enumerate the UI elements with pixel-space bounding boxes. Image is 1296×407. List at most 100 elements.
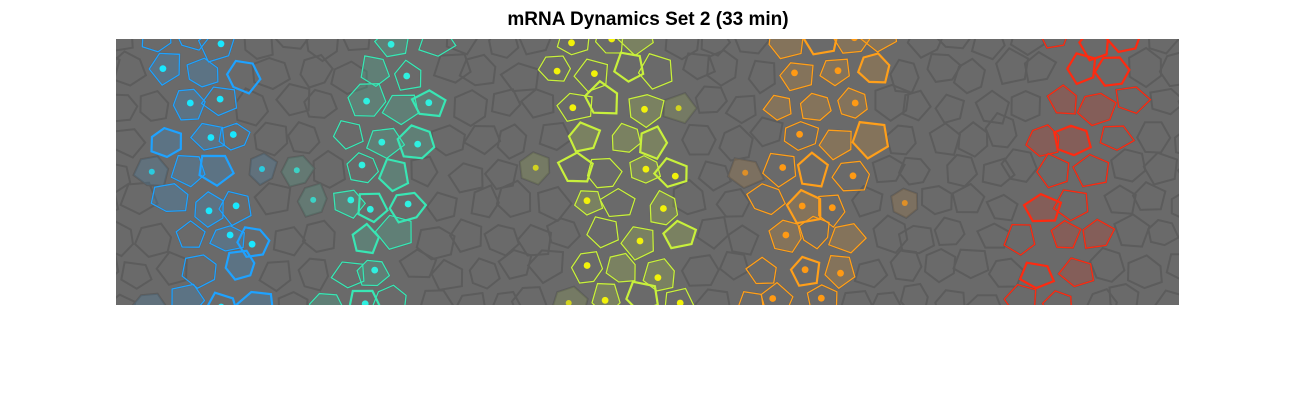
cell-outline [119, 181, 159, 216]
stripe-cell-outline [605, 252, 636, 283]
transcription-spot [207, 134, 215, 141]
stripe-cell-outline [225, 59, 262, 95]
cell-outline [1110, 148, 1147, 183]
cell-outline [952, 248, 990, 280]
stripe-cell-outline [1053, 124, 1093, 157]
stripe-cell-outline [393, 59, 422, 91]
stripe-cell-outline [637, 52, 673, 90]
stripe-cell-outline [833, 39, 871, 54]
cell-outline [724, 94, 757, 125]
stripe-cell-outline [745, 256, 777, 285]
cell-outline [1158, 51, 1179, 88]
stripe-cell-outline [802, 39, 838, 56]
stripe-cell-outline [365, 127, 406, 160]
transcription-spot [796, 130, 803, 138]
stripe-cell-outline [332, 189, 367, 220]
stripe-cell-outline [1050, 219, 1082, 249]
transcription-spot [676, 299, 684, 305]
stripe-cell-outline [150, 183, 189, 213]
stripe-cell-outline [1052, 189, 1089, 222]
cell-outline [902, 89, 932, 122]
transcription-spot [387, 40, 395, 48]
stripe-cell-outline [224, 249, 256, 281]
cell-outline [425, 191, 458, 222]
cell-outline [155, 250, 188, 286]
stripe-cell-outline [556, 151, 594, 183]
cell-outline [890, 187, 919, 220]
cell-outline [871, 291, 902, 305]
cell-outline [672, 178, 707, 216]
cell-outline [488, 39, 520, 59]
cell-outline [258, 260, 292, 293]
cell-outline [1142, 151, 1179, 186]
transcription-spot [205, 207, 213, 215]
transcription-spot [660, 205, 667, 212]
cell-outline [951, 182, 986, 214]
cell-outline [1002, 223, 1036, 257]
cell-outline [957, 121, 989, 158]
transcription-spot [425, 99, 433, 107]
transcription-spot [218, 303, 224, 305]
cell-outline [131, 292, 167, 305]
stripe-cell-outline [789, 255, 821, 287]
cell-outline [970, 39, 1006, 61]
cell-outline [301, 219, 336, 253]
cell-outline [974, 89, 1011, 125]
cell-outline [761, 152, 797, 189]
transcription-spot [782, 231, 790, 239]
transcription-spot [229, 131, 237, 138]
transcription-spot [361, 300, 369, 305]
stripe-cell-outline [236, 226, 271, 258]
stripe-cell-outline [620, 226, 654, 261]
stripe-cell-outline [779, 62, 814, 92]
transcription-spot [259, 166, 265, 172]
cell-outline [116, 254, 120, 275]
cell-outline [496, 123, 528, 160]
transcription-spot [347, 196, 355, 204]
stripe-cell-outline [599, 187, 636, 218]
stripe-cell-outline [664, 287, 695, 305]
cell-outline [1115, 86, 1152, 115]
stripe-cell-outline [218, 122, 251, 151]
cell-outline [275, 82, 311, 117]
cell-outline [700, 39, 732, 57]
stripe-cell-outline [586, 216, 620, 249]
stripe-cell-outline [1099, 125, 1136, 151]
faint-expression-cell [133, 293, 166, 305]
cell-outline [552, 285, 589, 305]
transcription-spot [248, 240, 256, 248]
stripe-cell-outline [1082, 218, 1116, 249]
stripe-cell-outline [377, 157, 410, 193]
stripe-cell-outline [235, 290, 274, 305]
figure-title: mRNA Dynamics Set 2 (33 min) [507, 9, 789, 30]
transcription-spot [226, 231, 234, 239]
cell-outline [253, 182, 292, 216]
stripe-cell-outline [360, 55, 391, 88]
cell-outline [120, 261, 153, 290]
cell-outline [694, 85, 728, 114]
cell-outline [297, 257, 330, 292]
transcription-spot [837, 269, 844, 277]
stripe-cell-outline [652, 156, 688, 189]
transcription-spot [671, 172, 679, 180]
cell-outline [1176, 168, 1179, 174]
cell-outline [747, 59, 776, 95]
cell-outline [116, 93, 139, 123]
stripe-cell-outline [662, 219, 698, 250]
cell-outline [499, 62, 540, 93]
transcription-spot [583, 197, 591, 205]
stripe-cell-outline [357, 192, 389, 224]
transcription-spot [675, 105, 682, 112]
stripe-cell-outline [1093, 56, 1131, 87]
cell-outline [1147, 218, 1179, 247]
stripe-cell-outline [141, 39, 172, 53]
stripe-cell-outline [198, 154, 235, 188]
stripe-cell-outline [762, 94, 792, 121]
stripe-cell-outline [760, 281, 794, 305]
cell-outline [1173, 133, 1179, 154]
transcription-spot [358, 161, 366, 169]
cell-tessellation-image [116, 39, 1179, 305]
cell-outline [1041, 289, 1073, 305]
cell-outline [492, 290, 522, 305]
transcription-spot [817, 294, 825, 302]
